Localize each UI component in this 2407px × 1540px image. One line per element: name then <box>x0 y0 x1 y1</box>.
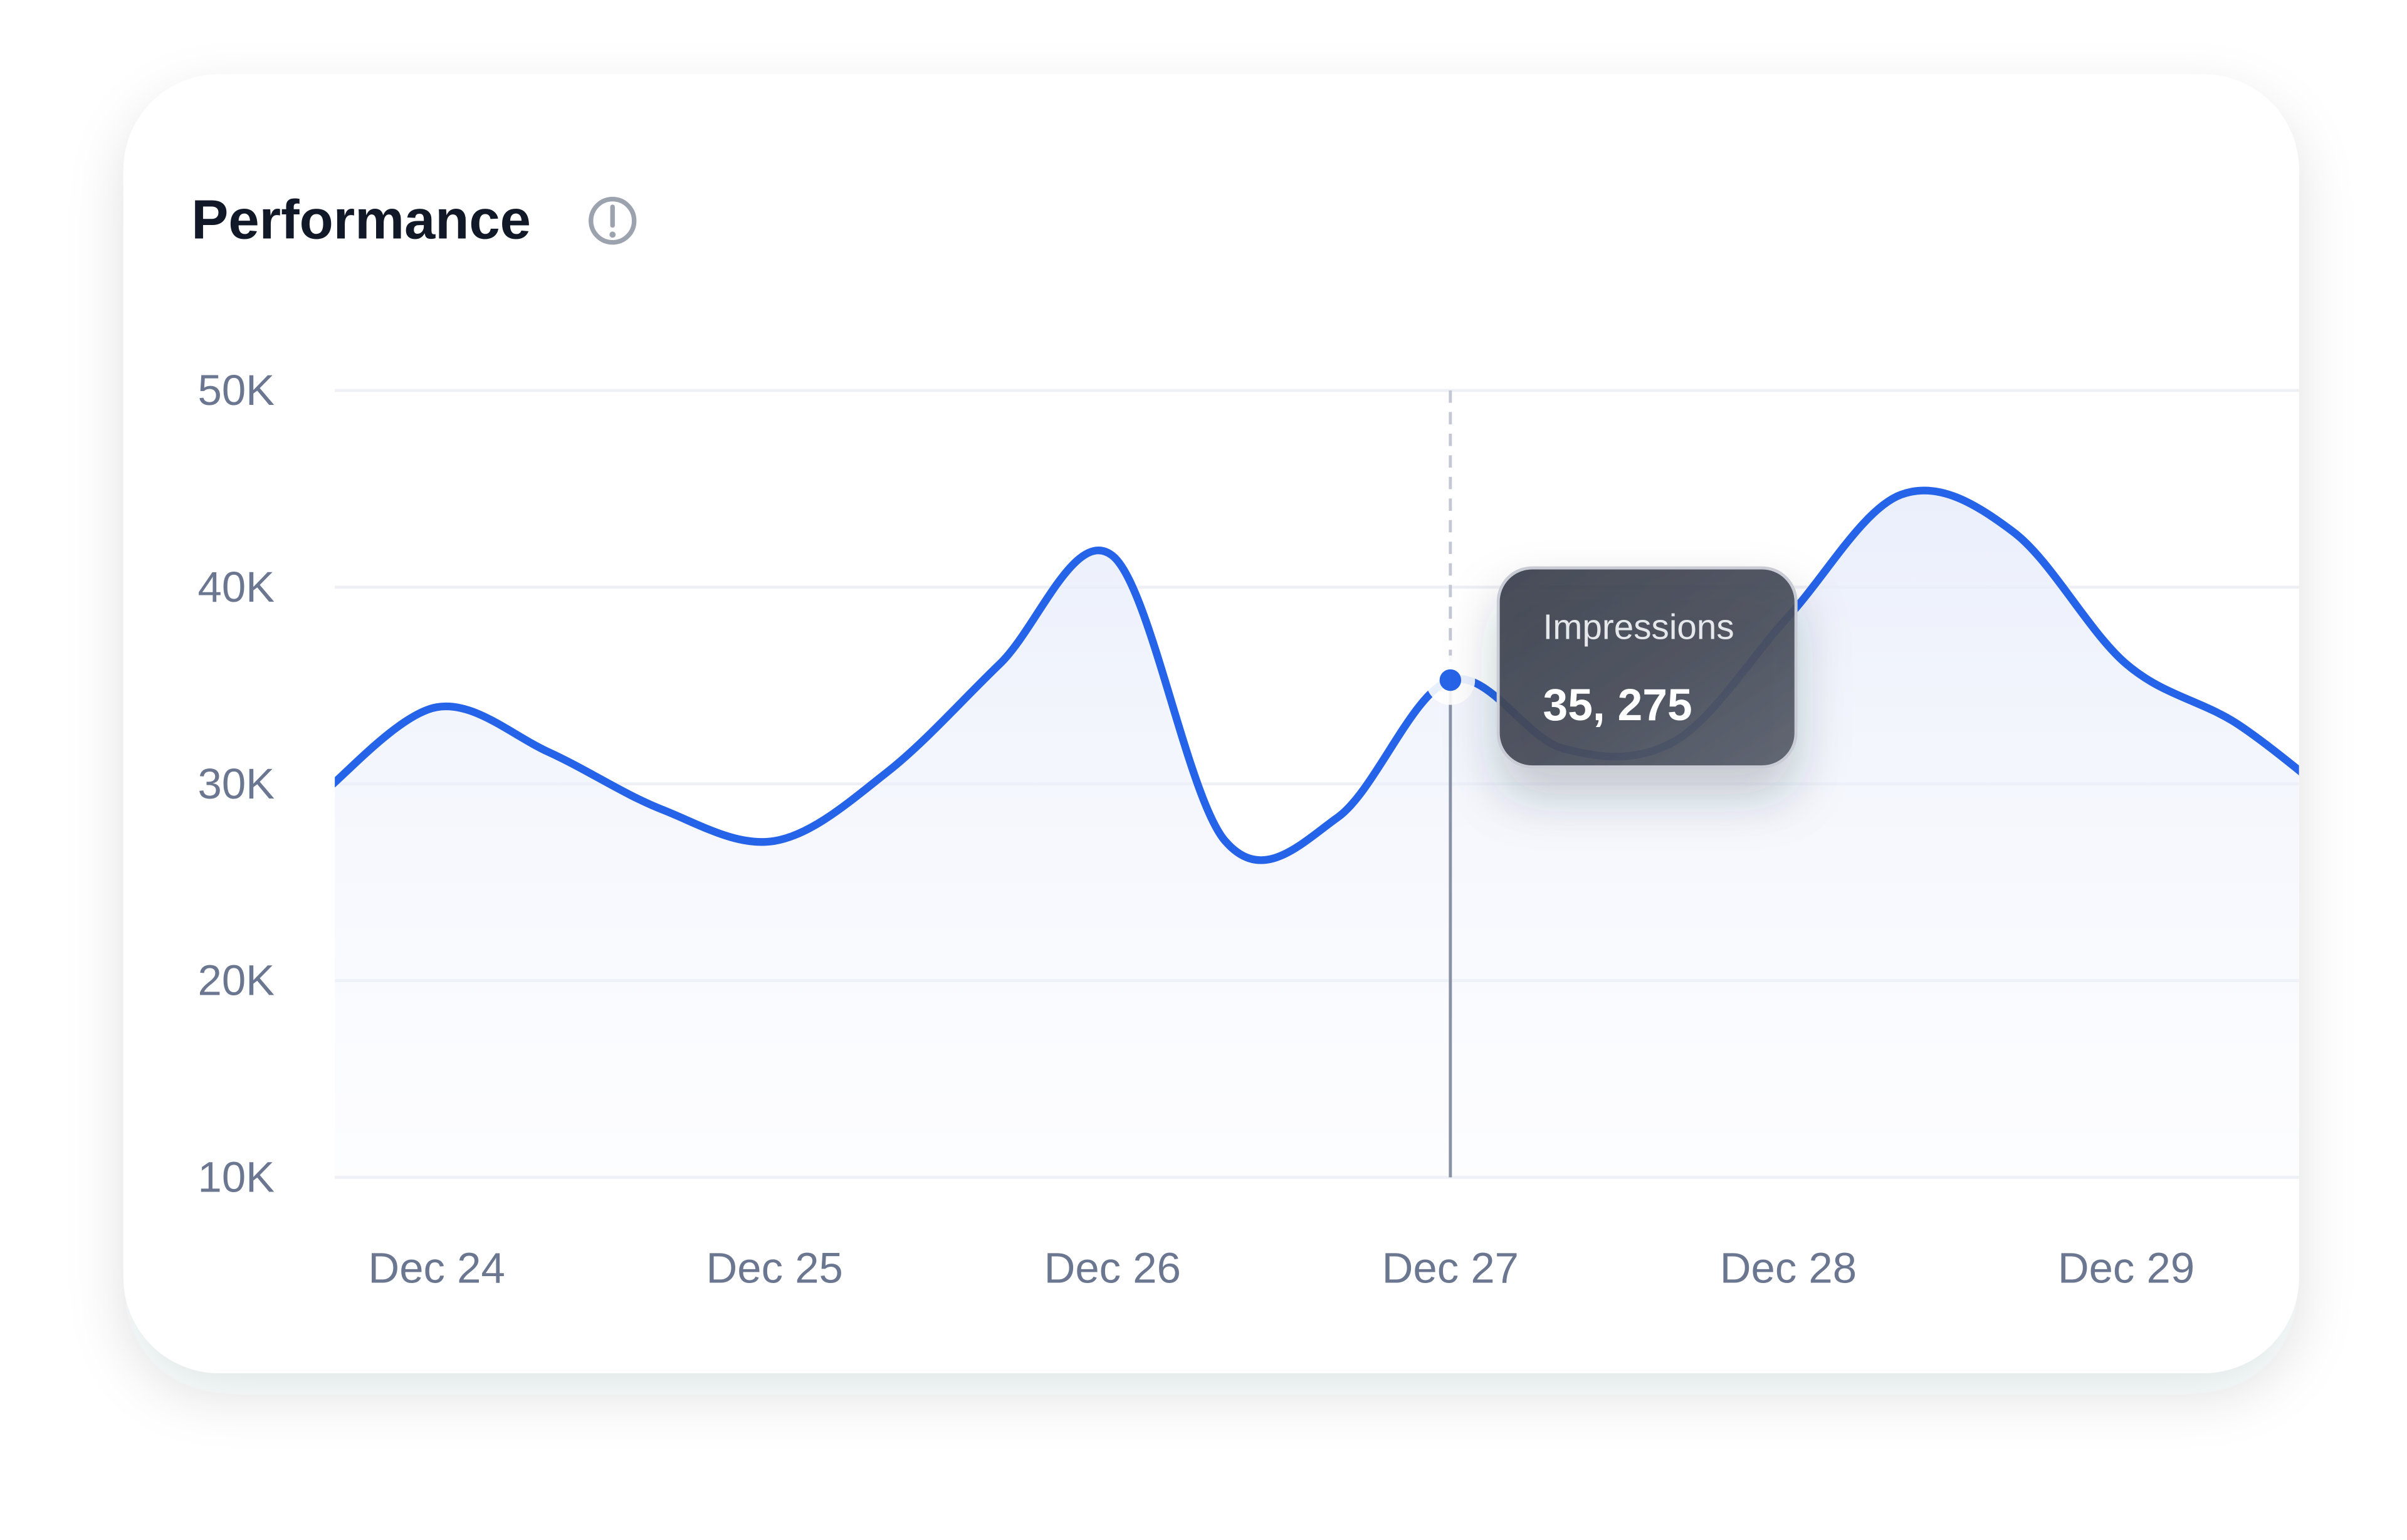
x-tick-label: Dec 28 <box>1720 1244 1857 1292</box>
x-tick-label: Dec 29 <box>2058 1244 2195 1292</box>
point <box>1439 669 1462 691</box>
info-icon[interactable] <box>589 197 637 245</box>
y-tick-label: 30K <box>198 760 275 808</box>
x-tick-label: Dec 25 <box>706 1244 843 1292</box>
tooltip-label: Impressions <box>1543 607 1734 646</box>
line <box>335 486 2299 864</box>
y-tick-label: 40K <box>198 563 275 611</box>
y-tick-label: 20K <box>198 956 275 1005</box>
x-tick-label: Dec 26 <box>1044 1244 1181 1292</box>
y-tick-label: 10K <box>198 1153 275 1201</box>
x-tick-label: Dec 24 <box>368 1244 505 1292</box>
tooltip <box>1496 566 1798 769</box>
chart-title: Performance <box>191 189 531 251</box>
tooltip-value: 35, 275 <box>1543 680 1692 730</box>
x-tick-label: Dec 27 <box>1382 1244 1519 1292</box>
y-tick-label: 50K <box>198 366 275 414</box>
